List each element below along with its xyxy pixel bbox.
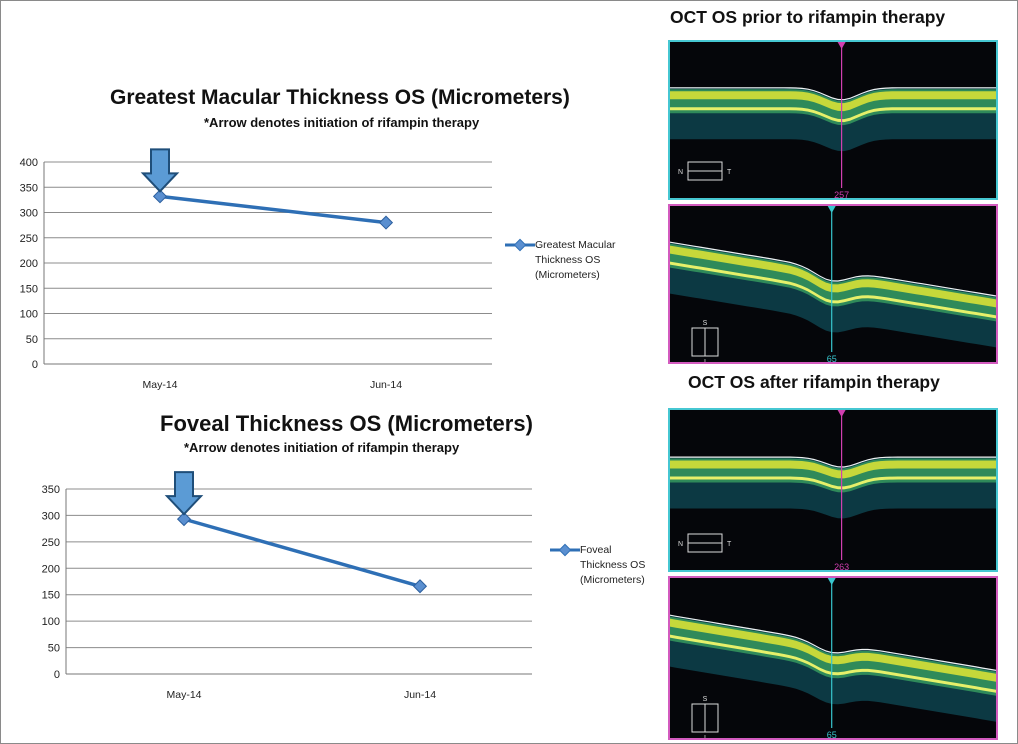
chart1-ytick-label: 250 — [20, 233, 38, 245]
oct-rpe-layer — [670, 261, 996, 319]
oct-scan-after-horizontal: 263 N T — [668, 408, 998, 572]
chart2-title: Foveal Thickness OS (Micrometers) — [160, 411, 533, 436]
oct-rpe-layer — [670, 476, 996, 490]
oct-scan-before-horizontal: 257 N T — [668, 40, 998, 200]
chart1-xtick-label: May-14 — [142, 379, 177, 391]
chart2-xtick-label: May-14 — [166, 689, 201, 701]
oct-marker-triangle — [827, 578, 836, 585]
oct-rpe-layer — [670, 107, 996, 123]
oct-orientation-label: S — [703, 696, 708, 703]
oct-ilm-line — [670, 87, 996, 101]
oct-nerve-fiber-layer — [670, 618, 996, 682]
chart2-legend-text: Foveal Thickness OS (Micrometers) — [580, 543, 645, 588]
chart1-data-point — [152, 189, 168, 204]
chart2-series-line — [183, 517, 421, 588]
oct-ilm-line — [670, 614, 996, 671]
oct-orientation-label: T — [727, 169, 732, 176]
oct-ilm-line — [670, 241, 996, 297]
chart2-data-point — [412, 579, 428, 594]
oct-marker-triangle — [837, 42, 846, 49]
chart2-plot: 0 50 100 150 200 250 300 350 May-14 Jun-14 — [42, 471, 532, 701]
chart1-ytick-label: 100 — [20, 309, 38, 321]
oct-rpe-layer — [670, 634, 996, 693]
chart2-therapy-arrow — [164, 471, 204, 516]
oct-orientation-label: N — [678, 541, 683, 548]
chart2-data-point — [176, 512, 192, 527]
chart1-ytick-label: 50 — [26, 334, 38, 346]
oct-scan-value: 65 — [827, 730, 837, 740]
oct-marker-triangle — [837, 410, 846, 417]
chart2-ytick-label: 250 — [42, 537, 60, 549]
oct-scan-value: 263 — [834, 562, 849, 572]
chart2-legend-marker — [550, 543, 580, 557]
oct-scan-after-vertical: 65 S I — [668, 576, 998, 740]
oct-scan-image: 65 S I — [670, 578, 996, 740]
charts-canvas: 0 50 100 150 200 250 300 350 400 May-14 Jun-14 0 50 1… — [20, 148, 532, 701]
chart2-ytick-label: 100 — [42, 616, 60, 628]
chart2-xtick-label: Jun-14 — [404, 689, 436, 701]
chart2-ytick-label: 50 — [48, 643, 60, 655]
chart1-legend-marker — [505, 238, 535, 252]
chart2-legend: Foveal Thickness OS (Micrometers) — [550, 543, 645, 588]
chart1-plot: 0 50 100 150 200 250 300 350 400 May-14 Jun-14 — [20, 148, 492, 391]
chart2-legend-line3: (Micrometers) — [580, 574, 645, 586]
chart2-legend-line1: Foveal — [580, 544, 612, 556]
chart1-xtick-label: Jun-14 — [370, 379, 402, 391]
oct-before-title: OCT OS prior to rifampin therapy — [670, 7, 946, 27]
oct-orientation-label: N — [678, 169, 683, 176]
chart1-ytick-label: 300 — [20, 208, 38, 220]
chart1-therapy-arrow — [140, 148, 180, 193]
oct-scan-image: 257 N T — [670, 42, 996, 200]
oct-orientation-label: S — [703, 320, 708, 327]
oct-nerve-fiber-layer — [670, 460, 996, 479]
oct-nerve-fiber-layer — [670, 91, 996, 112]
chart1-legend-line1: Greatest Macular — [535, 239, 616, 251]
oct-scan-image: 65 S I — [670, 206, 996, 364]
chart2-ytick-label: 150 — [42, 590, 60, 602]
oct-nerve-fiber-layer — [670, 245, 996, 308]
chart1-data-point — [378, 215, 394, 230]
oct-scan-image: 263 N T — [670, 410, 996, 572]
chart1-ytick-label: 400 — [20, 157, 38, 169]
oct-marker-triangle — [827, 206, 836, 213]
chart1-series-line — [159, 194, 387, 225]
chart1-ytick-label: 350 — [20, 182, 38, 194]
oct-scan-value: 257 — [834, 190, 849, 200]
chart1-title: Greatest Macular Thickness OS (Micromete… — [110, 86, 570, 109]
chart1-ytick-label: 0 — [32, 359, 38, 371]
chart1-subtitle: *Arrow denotes initiation of rifampin th… — [204, 115, 480, 130]
chart2-ytick-label: 350 — [42, 484, 60, 496]
chart1-ytick-label: 150 — [20, 283, 38, 295]
oct-orientation-label: I — [704, 359, 706, 364]
chart1-ytick-label: 200 — [20, 258, 38, 270]
chart2-ytick-label: 300 — [42, 510, 60, 522]
chart2-legend-line2: Thickness OS — [580, 559, 646, 571]
chart1-legend: Greatest Macular Thickness OS (Micromete… — [505, 238, 616, 283]
chart1-legend-line2: Thickness OS — [535, 254, 601, 266]
chart1-legend-text: Greatest Macular Thickness OS (Micromete… — [535, 238, 616, 283]
chart2-ytick-label: 0 — [54, 669, 60, 681]
chart1-legend-line3: (Micrometers) — [535, 269, 600, 281]
oct-scan-value: 65 — [827, 354, 837, 364]
oct-after-title: OCT OS after rifampin therapy — [688, 372, 940, 392]
oct-scan-before-vertical: 65 S I — [668, 204, 998, 364]
chart2-subtitle: *Arrow denotes initiation of rifampin th… — [184, 440, 460, 455]
chart2-ytick-label: 200 — [42, 563, 60, 575]
oct-ilm-line — [670, 456, 996, 468]
oct-orientation-label: I — [704, 735, 706, 740]
oct-orientation-label: T — [727, 541, 732, 548]
